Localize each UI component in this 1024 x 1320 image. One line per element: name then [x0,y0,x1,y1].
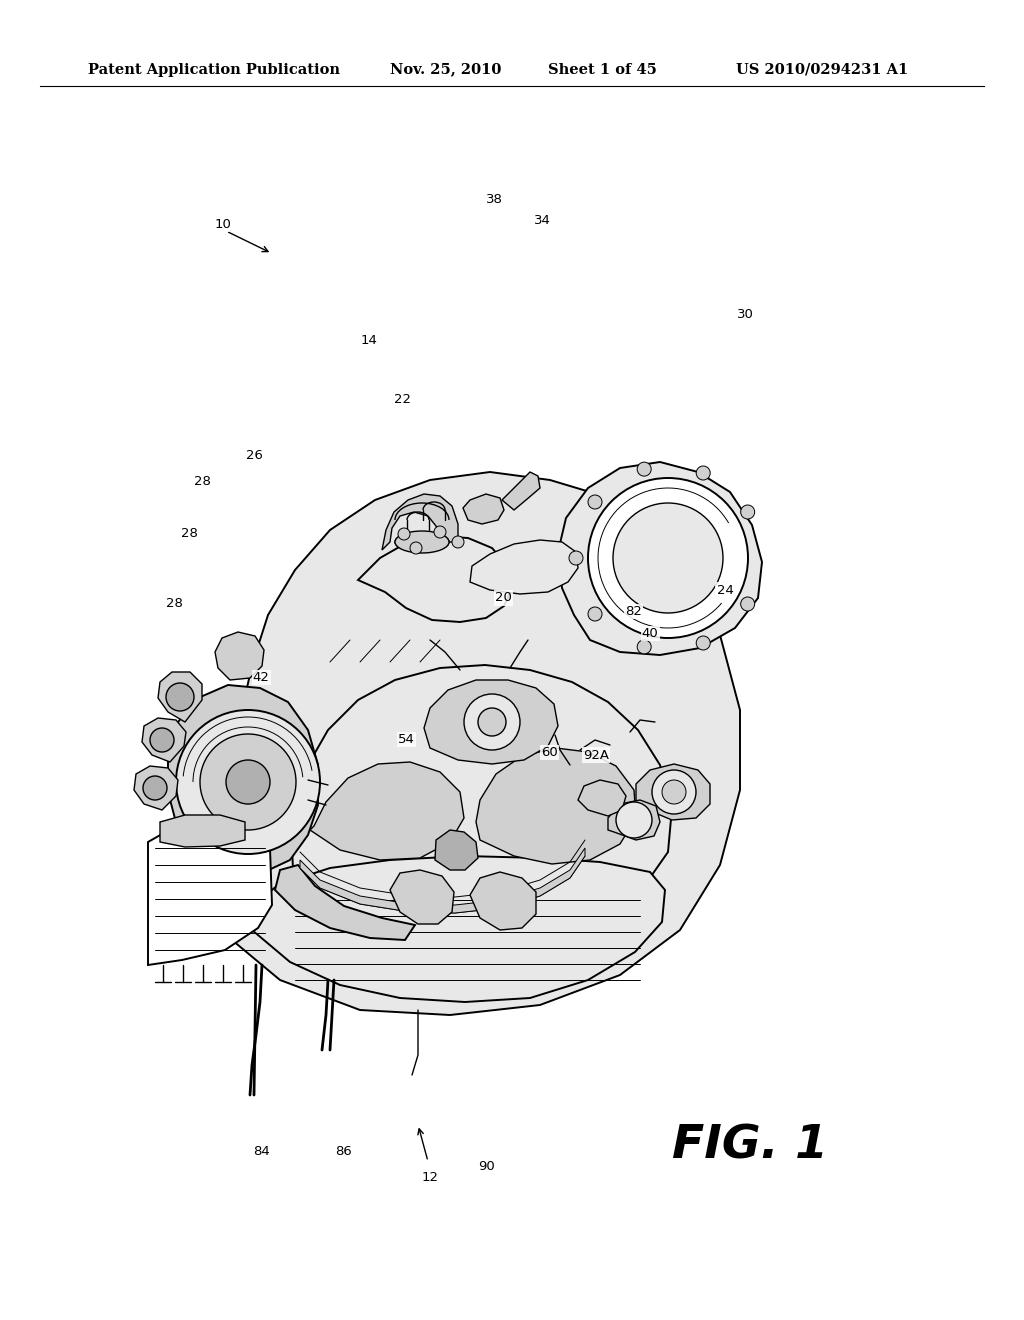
Polygon shape [358,536,512,622]
Text: 34: 34 [535,214,551,227]
Circle shape [176,710,319,854]
Polygon shape [310,762,464,861]
Circle shape [588,478,748,638]
Polygon shape [292,665,672,945]
Circle shape [588,495,602,510]
Circle shape [652,770,696,814]
Text: Patent Application Publication: Patent Application Publication [88,62,340,77]
Circle shape [616,803,652,838]
Text: 86: 86 [335,1144,351,1158]
Circle shape [143,776,167,800]
Circle shape [452,536,464,548]
Text: 90: 90 [478,1160,495,1173]
Polygon shape [134,766,178,810]
Text: 12: 12 [422,1171,438,1184]
Polygon shape [470,540,578,594]
Polygon shape [148,820,272,965]
Polygon shape [463,494,504,524]
Polygon shape [275,865,415,940]
Text: 26: 26 [246,449,262,462]
Polygon shape [158,672,202,722]
Polygon shape [250,855,665,1002]
Circle shape [226,760,270,804]
Text: 28: 28 [166,597,182,610]
Text: 92A: 92A [583,748,609,762]
Polygon shape [470,873,536,931]
Text: 10: 10 [215,218,231,231]
Circle shape [464,694,520,750]
Polygon shape [390,870,454,924]
Text: 82: 82 [626,605,642,618]
Polygon shape [608,800,660,840]
Circle shape [637,462,651,477]
Text: 84: 84 [253,1144,269,1158]
Polygon shape [215,632,264,680]
Ellipse shape [395,531,449,553]
Text: US 2010/0294231 A1: US 2010/0294231 A1 [736,62,908,77]
Polygon shape [424,680,558,764]
Polygon shape [168,685,318,875]
Polygon shape [558,462,762,655]
Circle shape [569,550,583,565]
Polygon shape [636,764,710,820]
Text: FIG. 1: FIG. 1 [672,1123,828,1168]
Circle shape [588,607,602,620]
Text: 40: 40 [642,627,658,640]
Polygon shape [160,814,245,847]
Text: Sheet 1 of 45: Sheet 1 of 45 [548,62,656,77]
Circle shape [740,597,755,611]
Text: Nov. 25, 2010: Nov. 25, 2010 [390,62,502,77]
Circle shape [696,636,711,649]
Circle shape [637,640,651,653]
Circle shape [478,708,506,737]
Polygon shape [476,748,636,865]
Polygon shape [502,473,540,510]
Polygon shape [435,830,478,870]
Text: 54: 54 [398,733,415,746]
Polygon shape [382,494,458,550]
Text: 60: 60 [542,746,558,759]
Circle shape [410,543,422,554]
Text: 20: 20 [496,591,512,605]
Circle shape [398,528,410,540]
Text: 22: 22 [394,393,411,407]
Text: 30: 30 [737,308,754,321]
Circle shape [150,729,174,752]
Circle shape [613,503,723,612]
Circle shape [166,682,194,711]
Polygon shape [578,780,626,816]
Text: 38: 38 [486,193,503,206]
Polygon shape [200,473,740,1015]
Text: 24: 24 [717,583,733,597]
Circle shape [434,525,446,539]
Polygon shape [300,847,585,913]
Circle shape [740,506,755,519]
Text: 28: 28 [195,475,211,488]
Circle shape [662,780,686,804]
Text: 28: 28 [181,527,198,540]
Circle shape [200,734,296,830]
Circle shape [696,466,711,480]
Text: 42: 42 [253,671,269,684]
Polygon shape [142,718,186,762]
Text: 14: 14 [360,334,377,347]
